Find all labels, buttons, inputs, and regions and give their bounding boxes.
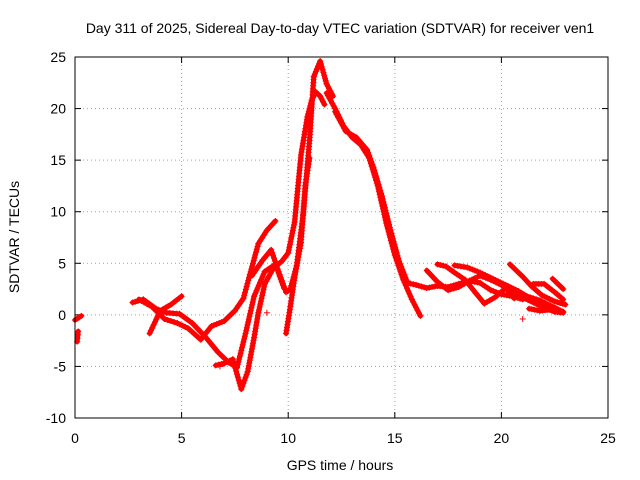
series-track-16 <box>530 280 567 303</box>
y-tick-label: 10 <box>50 204 66 220</box>
series-line <box>550 276 566 292</box>
x-tick-label: 5 <box>178 430 186 446</box>
chart-title: Day 311 of 2025, Sidereal Day-to-day VTE… <box>86 20 595 36</box>
x-tick-label: 10 <box>280 430 296 446</box>
x-tick-label: 20 <box>494 430 510 446</box>
y-tick-label: 20 <box>50 101 66 117</box>
plot-frame <box>74 56 609 419</box>
series-track-5 <box>146 293 185 337</box>
axis-ticks: 0 5 10 15 20 25 -10 -5 0 5 10 15 20 25 <box>46 49 616 446</box>
series-track-7 <box>248 58 336 296</box>
y-tick-label: 15 <box>50 152 66 168</box>
y-tick-label: 5 <box>58 255 66 271</box>
x-axis-label: GPS time / hours <box>287 457 394 473</box>
y-tick-label: 25 <box>50 49 66 65</box>
y-tick-label: 0 <box>58 307 66 323</box>
x-tick-label: 15 <box>387 430 403 446</box>
series-track-17 <box>549 275 567 293</box>
y-axis-label: SDTVAR / TECUs <box>6 181 22 293</box>
series-track-3 <box>129 261 287 371</box>
series-track-15 <box>526 305 565 315</box>
series-line <box>72 313 84 323</box>
x-tick-label: 25 <box>600 430 616 446</box>
y-tick-label: -10 <box>46 410 66 426</box>
series-track-12 <box>434 261 518 307</box>
grid <box>75 57 608 418</box>
series-layer <box>72 58 569 393</box>
series-track-14 <box>506 261 569 308</box>
series-track-8 <box>283 155 313 337</box>
y-tick-label: -5 <box>54 358 67 374</box>
x-tick-label: 0 <box>71 430 79 446</box>
series-outliers <box>216 309 526 370</box>
series-track-4 <box>135 217 279 343</box>
